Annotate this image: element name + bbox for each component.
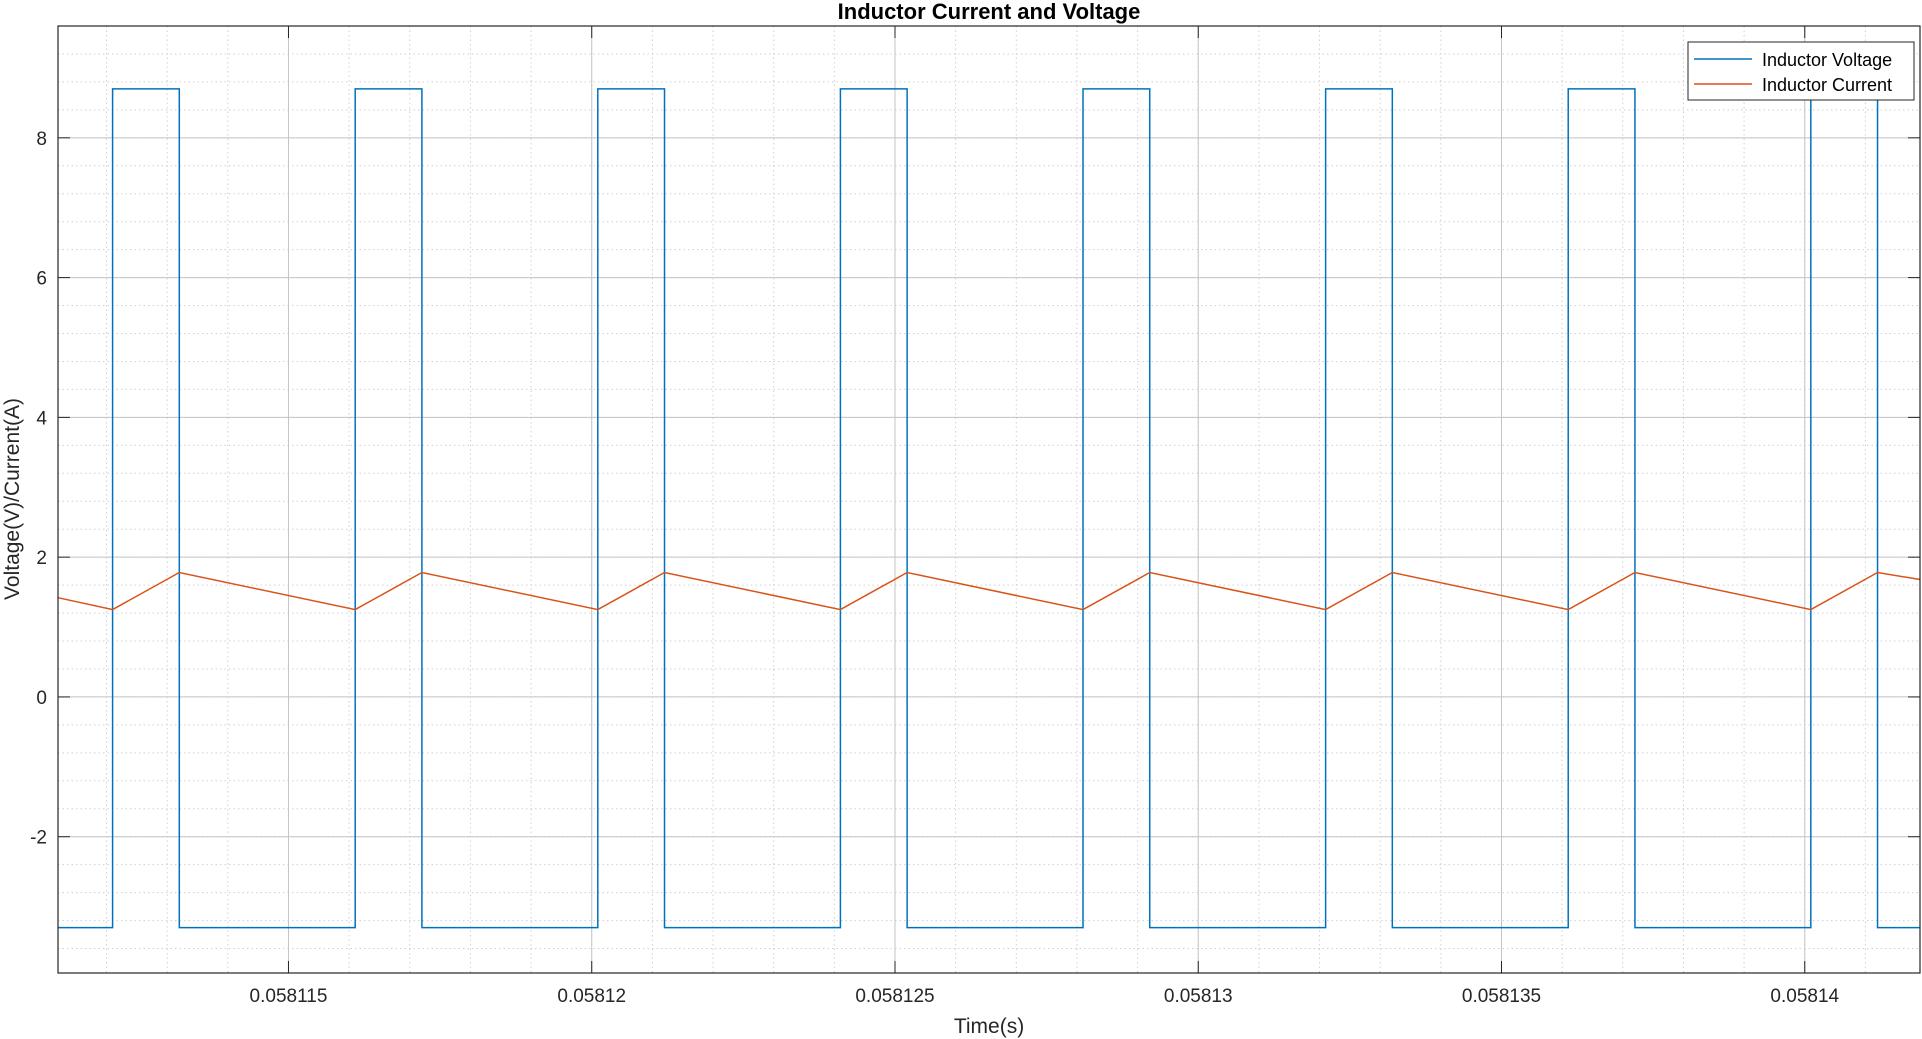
series-line-inductor-voltage <box>58 88 1920 929</box>
series-line-inductor-current <box>57 571 1921 611</box>
x-tick-label: 0.05813 <box>1164 986 1233 1007</box>
plot-frame <box>57 25 1921 974</box>
chart-title: Inductor Current and Voltage <box>838 0 1141 24</box>
legend-box <box>1687 41 1915 101</box>
y-tick-labels: -2 0 2 4 6 8 <box>30 129 47 849</box>
legend: Inductor Voltage Inductor Current <box>1687 41 1915 101</box>
x-tick-label: 0.05814 <box>1770 986 1839 1007</box>
y-axis-label: Voltage(V)/Current(A) <box>1 398 24 600</box>
y-tick-label: 8 <box>36 129 47 150</box>
x-tick-label: 0.058125 <box>855 986 934 1007</box>
x-tick-labels: 0.058115 0.05812 0.058125 0.05813 0.058135 0.… <box>250 986 1840 1007</box>
x-tick-label: 0.058135 <box>1462 986 1541 1007</box>
x-tick-label: 0.058115 <box>250 986 328 1007</box>
tick-marks <box>58 26 1920 973</box>
y-tick-label: -2 <box>30 828 47 849</box>
x-axis-label: Time(s) <box>954 1015 1024 1038</box>
x-tick-label: 0.05812 <box>557 986 626 1007</box>
plot-area <box>58 26 1920 973</box>
legend-label-current: Inductor Current <box>1762 75 1892 95</box>
major-grid <box>58 26 1920 973</box>
y-tick-label: 6 <box>36 269 47 290</box>
y-tick-label: 2 <box>36 548 47 569</box>
y-tick-label: 4 <box>36 408 47 429</box>
y-tick-label: 0 <box>36 688 47 709</box>
series-layer <box>57 88 1921 929</box>
legend-label-voltage: Inductor Voltage <box>1762 50 1892 70</box>
